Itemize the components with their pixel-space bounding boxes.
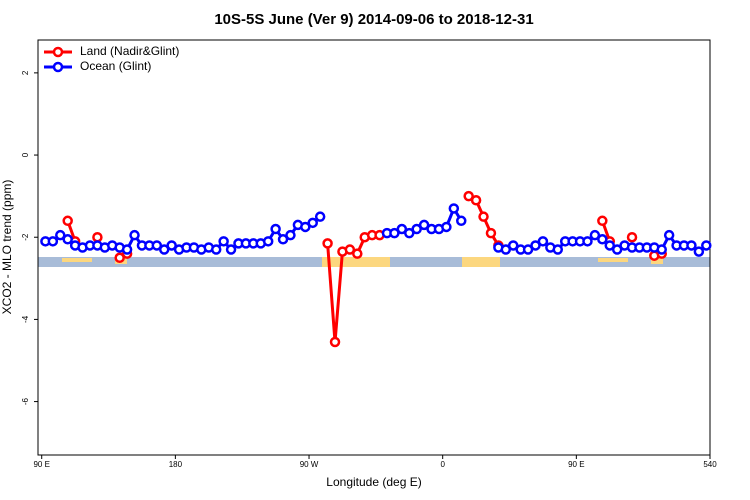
x-tick-label: 0	[440, 460, 445, 469]
point	[62, 215, 73, 227]
y-tick-label: -4	[21, 315, 30, 323]
point	[597, 215, 608, 227]
point	[470, 194, 482, 206]
point	[418, 219, 430, 231]
land-strip	[62, 258, 92, 262]
point	[389, 227, 400, 239]
point	[218, 236, 229, 247]
land-strip	[462, 257, 500, 267]
point	[210, 244, 222, 255]
y-tick-label: -6	[21, 397, 30, 405]
point	[158, 244, 170, 255]
point	[262, 236, 274, 247]
map-strip	[38, 257, 710, 267]
point	[314, 211, 326, 222]
series-line	[66, 194, 663, 343]
legend-label: Ocean (Glint)	[80, 59, 151, 73]
point	[55, 229, 66, 241]
point	[225, 244, 237, 255]
x-tick-label: 90 W	[300, 460, 319, 469]
point	[589, 229, 601, 241]
point	[507, 240, 519, 251]
x-tick-label: 180	[169, 460, 183, 469]
point	[92, 231, 103, 243]
y-axis-label: XCO2 - MLO trend (ppm)	[0, 180, 14, 315]
point	[62, 234, 73, 245]
point	[582, 236, 593, 247]
legend-marker	[52, 61, 64, 73]
point	[552, 244, 564, 255]
point	[47, 236, 59, 247]
point	[686, 240, 697, 251]
land-strip	[322, 257, 390, 267]
x-tick-label: 540	[703, 460, 717, 469]
point	[166, 240, 177, 251]
point	[129, 229, 140, 241]
point	[277, 234, 289, 245]
point	[307, 217, 318, 229]
point	[329, 336, 341, 348]
point	[693, 246, 705, 257]
point	[352, 248, 363, 259]
chart-title: 10S-5S June (Ver 9) 2014-09-06 to 2018-1…	[214, 11, 533, 28]
point	[500, 244, 512, 255]
point	[530, 240, 541, 251]
point	[656, 244, 667, 255]
point	[522, 244, 534, 255]
point	[270, 223, 281, 235]
point	[344, 244, 356, 255]
x-tick-label: 90 E	[568, 460, 584, 469]
land-strip	[651, 258, 663, 264]
point	[441, 221, 452, 233]
x-tick-label: 90 E	[33, 460, 49, 469]
point	[396, 223, 408, 235]
y-tick-label: 2	[21, 70, 30, 75]
point	[611, 244, 623, 255]
point	[448, 203, 460, 214]
point	[463, 190, 474, 202]
point	[478, 211, 489, 222]
point	[322, 238, 333, 249]
point	[151, 240, 163, 251]
point	[300, 221, 311, 233]
point	[604, 240, 616, 251]
y-tick-label: -2	[21, 233, 30, 241]
point	[455, 215, 467, 227]
point	[537, 236, 549, 247]
point	[404, 227, 415, 239]
point	[485, 227, 497, 239]
point	[114, 252, 125, 264]
x-axis-label: Longitude (deg E)	[326, 475, 421, 489]
point	[597, 234, 608, 245]
legend-label: Land (Nadir&Glint)	[80, 44, 179, 58]
land-strip	[598, 258, 628, 262]
point	[411, 223, 422, 235]
point	[663, 229, 675, 241]
point	[701, 240, 712, 251]
legend-marker	[52, 46, 64, 58]
point	[121, 244, 133, 255]
y-tick-label: 0	[21, 152, 30, 157]
point	[626, 231, 638, 243]
point	[285, 229, 296, 241]
